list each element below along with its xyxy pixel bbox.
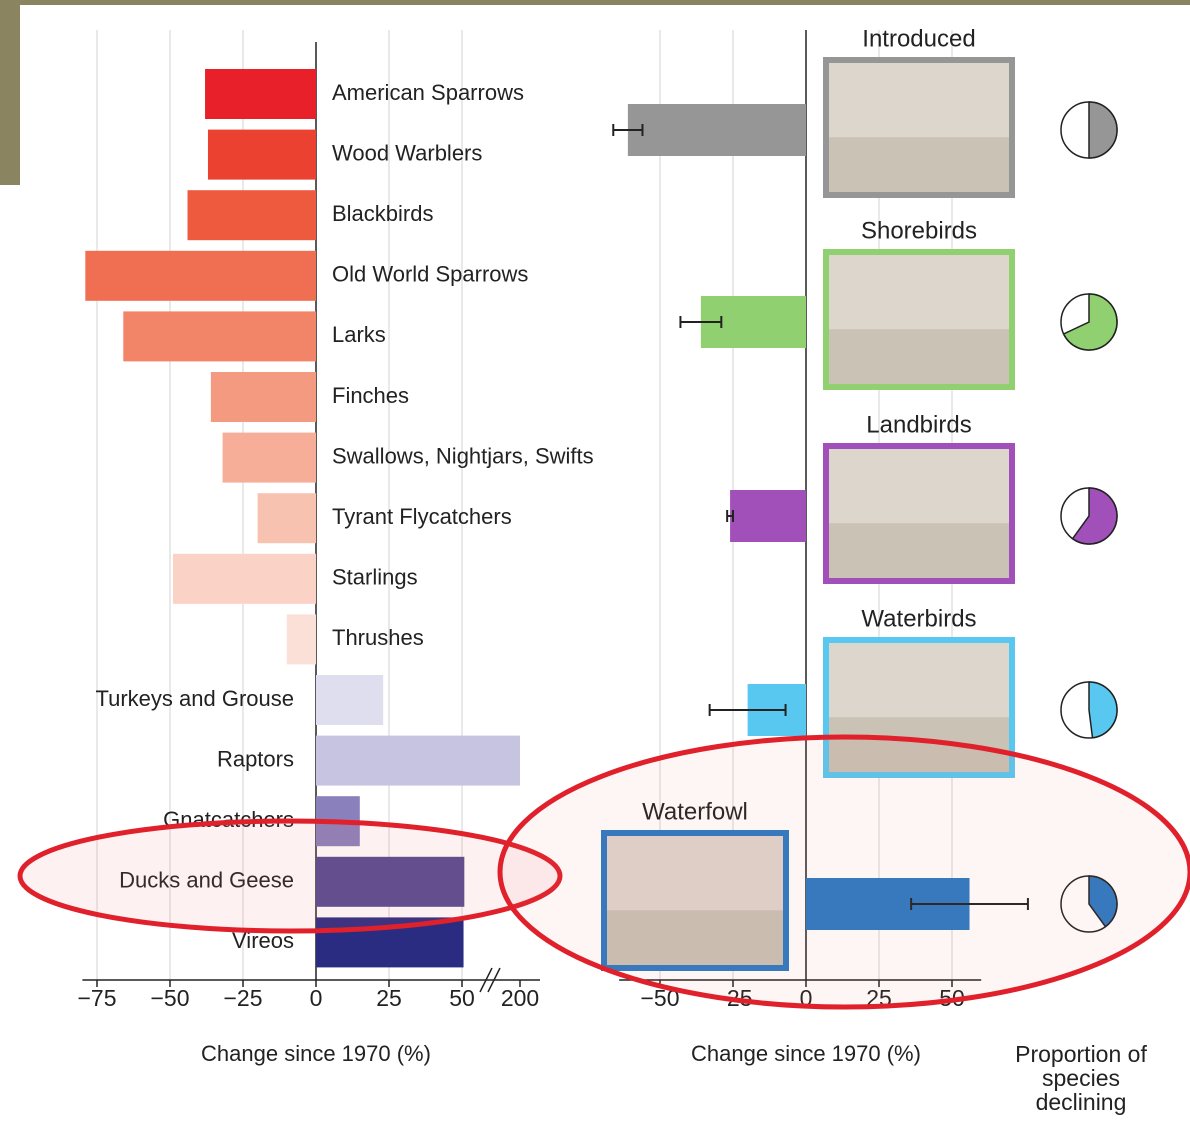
category-label: Old World Sparrows [332, 262, 528, 287]
group-title: Waterbirds [861, 605, 976, 632]
x-tick-label: 200 [501, 985, 539, 1011]
bar [188, 190, 316, 240]
chart: −75−50−2502550200Change since 1970 (%)−5… [0, 0, 1190, 1125]
bar [316, 736, 520, 786]
slide-frame [0, 0, 1190, 5]
page: {"chart_data": [ {"type": "bar", "orient… [0, 0, 1190, 1125]
highlight-ellipse [500, 737, 1190, 1007]
category-label: Swallows, Nightjars, Swifts [332, 443, 594, 468]
bar [208, 130, 316, 180]
group-title: Introduced [862, 25, 975, 52]
photo-sky [829, 255, 1009, 329]
x-tick-label: −25 [223, 985, 262, 1011]
pie-slice [1089, 682, 1117, 738]
bar [628, 104, 806, 156]
bar [205, 69, 316, 119]
bar [85, 251, 316, 301]
category-label: Wood Warblers [332, 140, 482, 165]
photo-sky [829, 63, 1009, 137]
bar [258, 493, 316, 543]
x-axis-title: Change since 1970 (%) [201, 1041, 431, 1066]
x-tick-label: 50 [449, 985, 475, 1011]
x-tick-label: 25 [376, 985, 402, 1011]
x-tick-label: −50 [150, 985, 189, 1011]
category-label: American Sparrows [332, 80, 524, 105]
bar [730, 490, 806, 542]
bar [123, 311, 316, 361]
photo-sky [829, 449, 1009, 523]
group-title: Shorebirds [861, 217, 977, 244]
bar [211, 372, 316, 422]
slide-frame [0, 0, 20, 185]
bar [287, 614, 316, 664]
category-label: Raptors [217, 746, 294, 771]
x-axis-title: Change since 1970 (%) [691, 1041, 921, 1066]
category-label: Finches [332, 383, 409, 408]
category-label: Turkeys and Grouse [96, 686, 295, 711]
category-label: Tyrant Flycatchers [332, 504, 512, 529]
pie-title: Proportion of species declining [1010, 1042, 1152, 1114]
highlight-ellipse [20, 821, 560, 931]
photo-sky [829, 643, 1009, 717]
x-tick-label: −75 [77, 985, 116, 1011]
category-label: Blackbirds [332, 201, 433, 226]
category-label: Larks [332, 322, 386, 347]
pie-slice [1089, 102, 1117, 158]
category-label: Starlings [332, 565, 418, 590]
x-tick-label: 0 [310, 985, 323, 1011]
category-label: Thrushes [332, 625, 424, 650]
bar [316, 675, 383, 725]
group-title: Landbirds [866, 411, 971, 438]
bar [223, 433, 316, 483]
bar [173, 554, 316, 604]
